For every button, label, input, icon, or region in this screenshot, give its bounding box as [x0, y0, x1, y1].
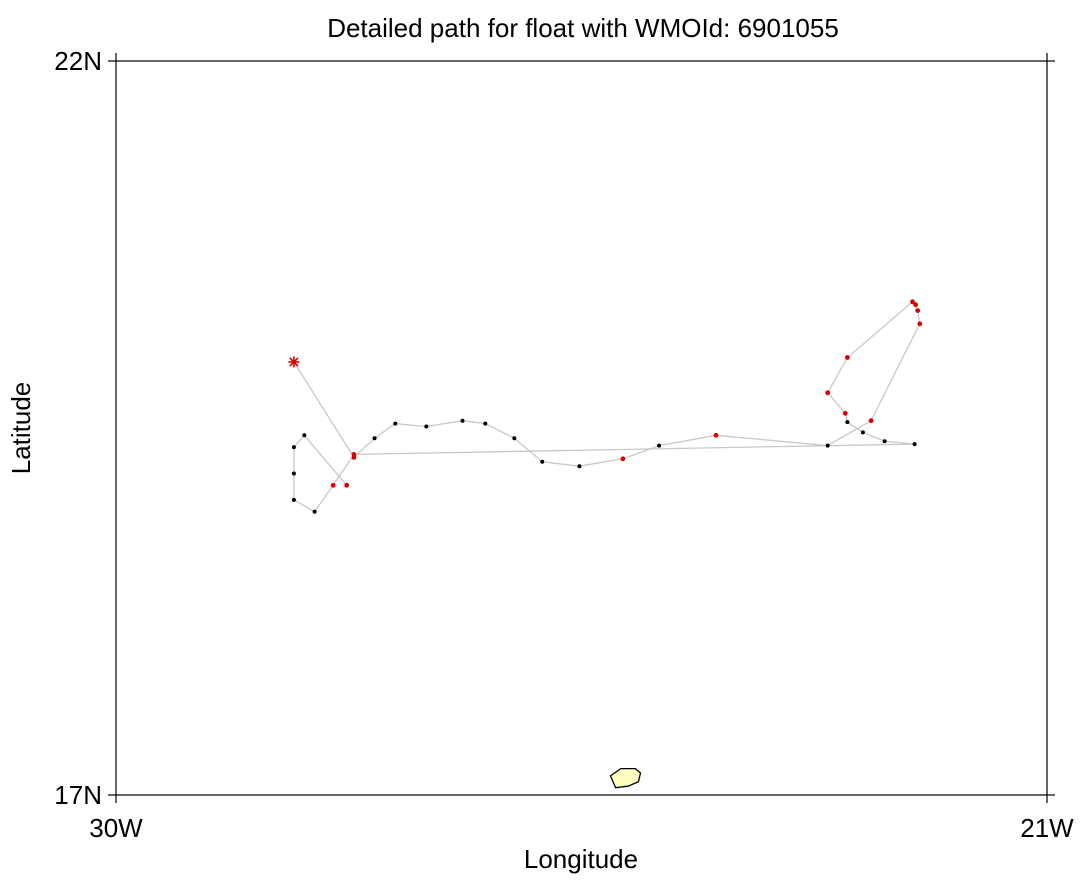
profile-point [577, 464, 582, 469]
profile-point [860, 430, 865, 435]
profile-point [372, 436, 377, 441]
island-shape [609, 767, 642, 789]
profile-point [291, 445, 296, 450]
profile-point [825, 390, 831, 396]
profile-point [302, 433, 307, 438]
plot-area [115, 60, 1048, 796]
x-tick-label: 30W [89, 813, 143, 843]
plot-frame [115, 60, 1048, 796]
profile-point [291, 497, 296, 502]
profile-point [913, 302, 918, 308]
profile-point [917, 321, 923, 327]
profile-point [312, 509, 317, 514]
profile-point [393, 421, 398, 426]
profile-point [842, 410, 848, 416]
profile-point [460, 418, 465, 423]
profile-point [882, 439, 887, 444]
profile-point [291, 471, 296, 476]
profile-point [825, 443, 830, 448]
x-axis-label: Longitude [524, 844, 638, 874]
profile-point [620, 456, 626, 462]
start-marker-layer [288, 356, 300, 368]
profile-point [424, 424, 429, 429]
profile-point [910, 299, 915, 305]
x-tick-label: 21W [1020, 813, 1074, 843]
profile-point [845, 420, 850, 425]
profile-point [868, 418, 874, 424]
profile-point [915, 308, 921, 313]
profile-point [344, 482, 350, 488]
points-layer [291, 299, 923, 514]
chart-title: Detailed path for float with WMOId: 6901… [327, 13, 839, 43]
path-layer [293, 300, 921, 513]
profile-point [713, 432, 719, 438]
y-axis: 17N 22N [54, 46, 1055, 810]
profile-point [483, 421, 488, 426]
profile-point [912, 442, 917, 447]
y-axis-label: Latitude [6, 382, 36, 475]
start-asterisk-marker [288, 356, 300, 368]
y-tick-label: 17N [54, 780, 102, 810]
profile-point [845, 355, 850, 360]
profile-point [657, 443, 662, 448]
profile-point [512, 436, 517, 441]
y-tick-label: 22N [54, 46, 102, 76]
x-axis: 30W 21W [89, 53, 1074, 843]
profile-point [351, 452, 357, 457]
land-layer [609, 767, 642, 789]
profile-point [540, 459, 545, 464]
profile-point [330, 482, 336, 488]
float-track-line [293, 300, 921, 513]
